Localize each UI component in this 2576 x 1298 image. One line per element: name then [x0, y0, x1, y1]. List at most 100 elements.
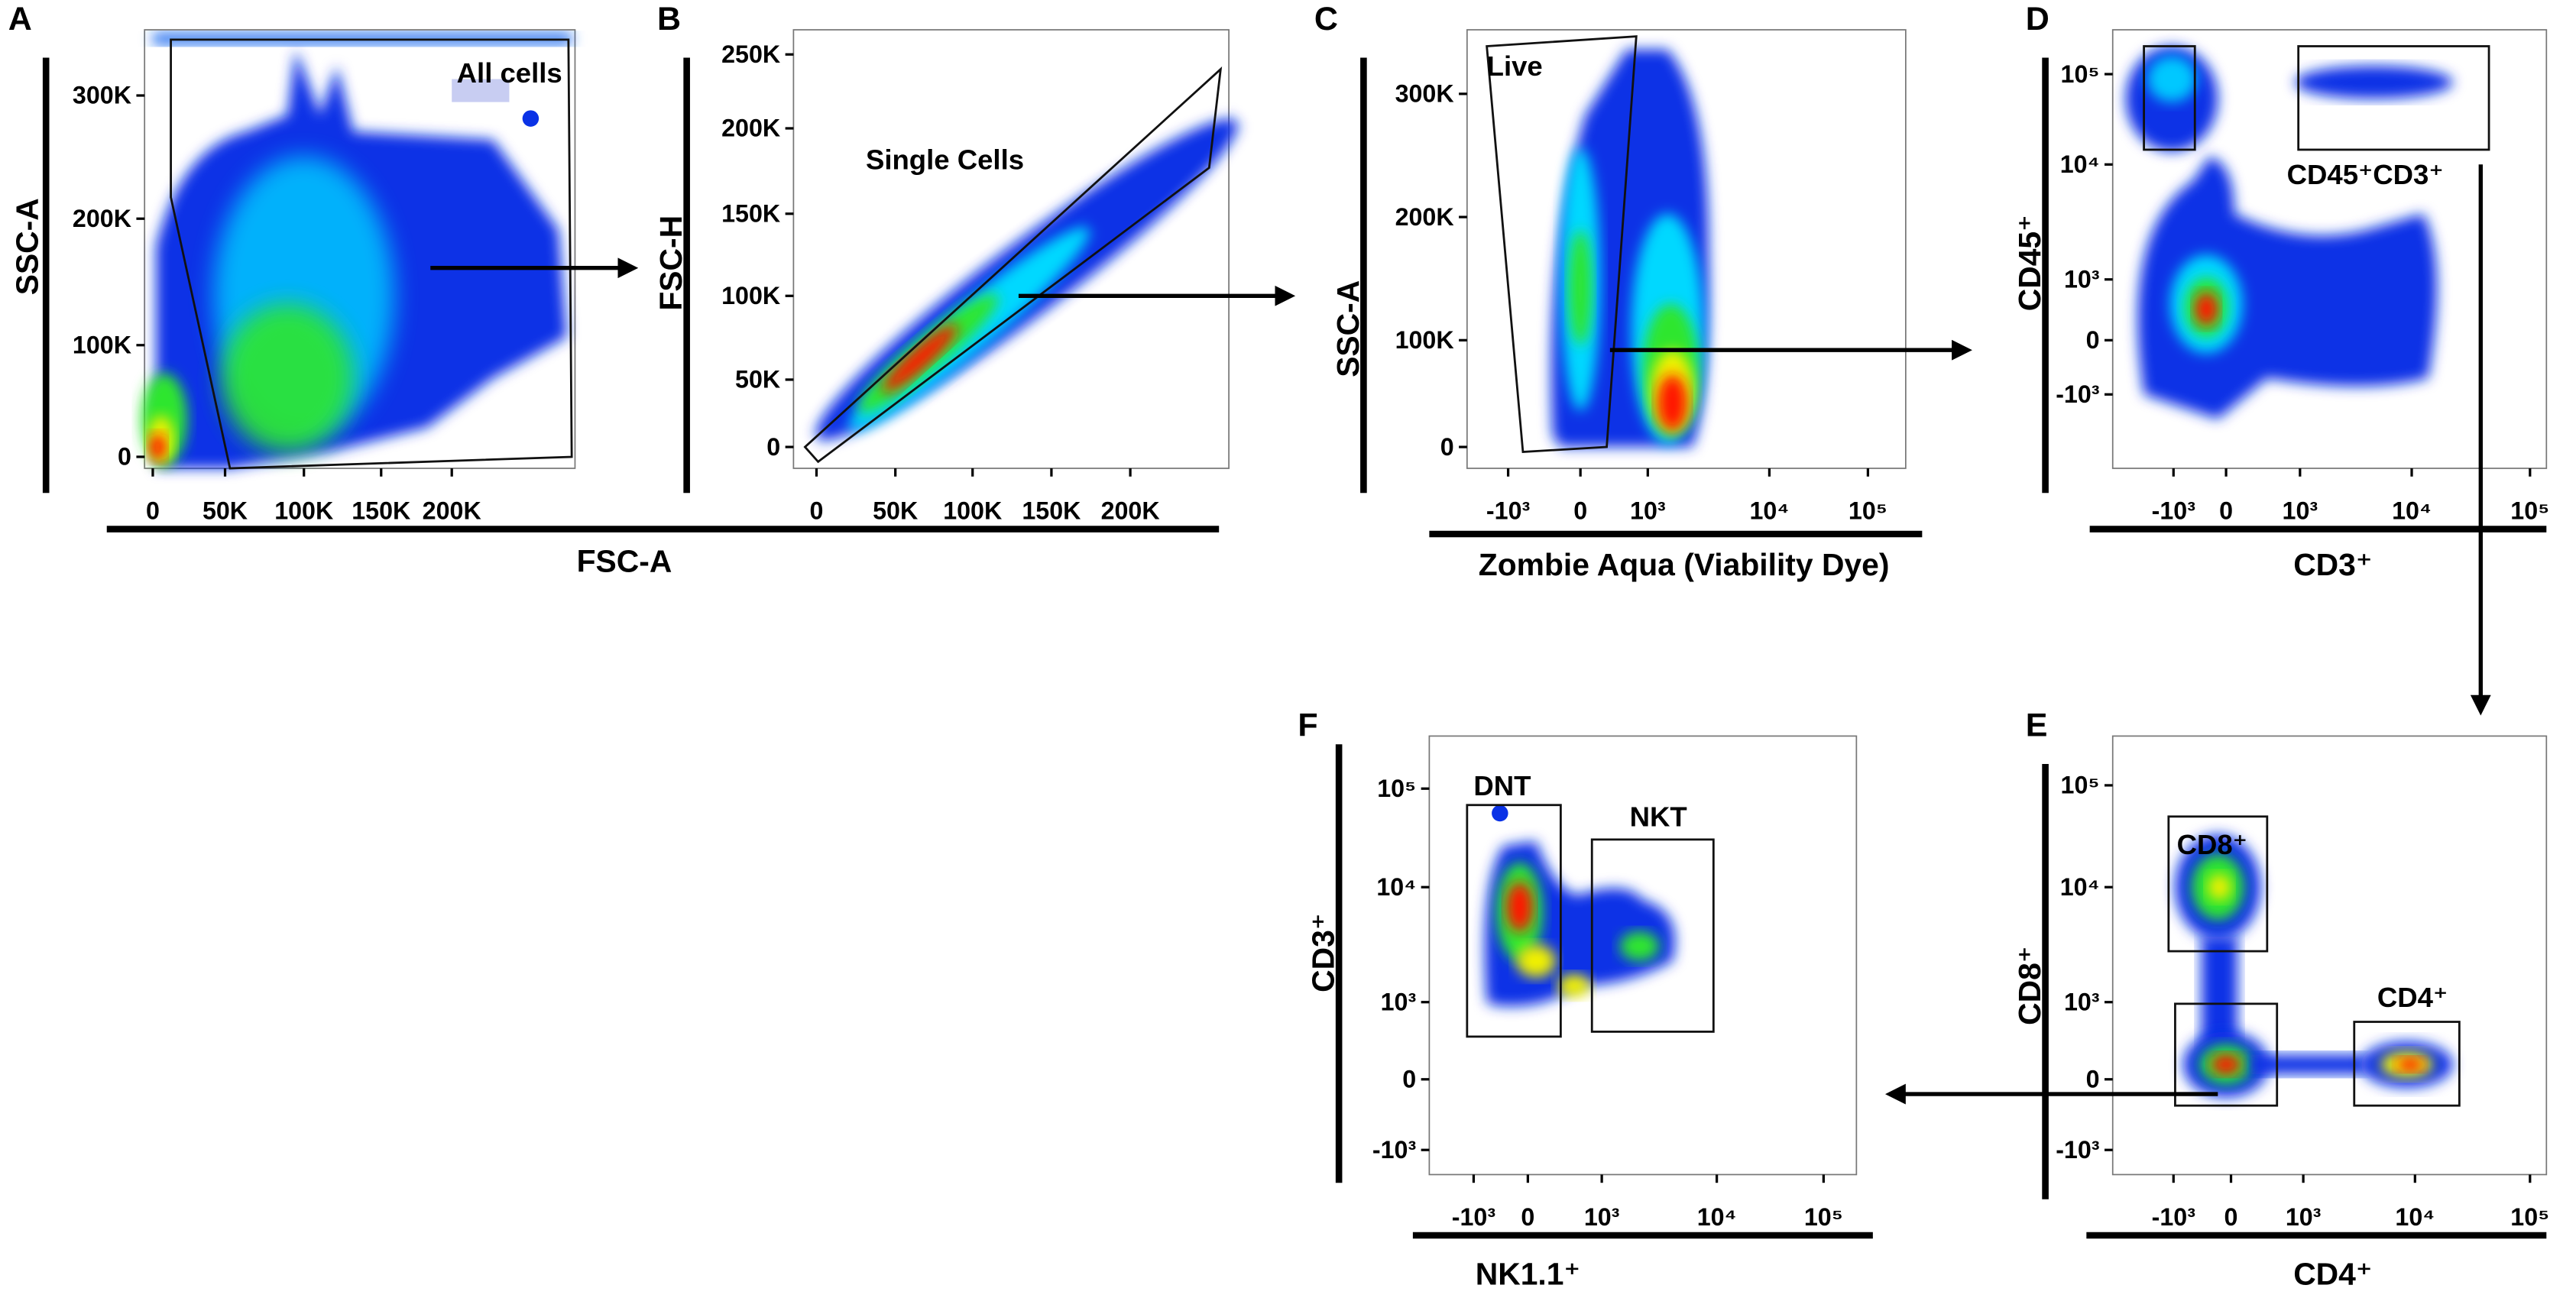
y-tick-label: 10³	[1381, 988, 1417, 1015]
x-tick-label: 10⁵	[1804, 1203, 1843, 1231]
y-tick-label: 200K	[721, 115, 780, 142]
gate-label-b: Single Cells	[866, 144, 1024, 176]
y-axis-label-b: FSC-H	[653, 215, 689, 311]
axes-layer: A SSC-A 0 50K 100K 150K 200K 0 100K 200K 300K All c…	[8, 1, 2550, 1292]
y-tick-label: 250K	[721, 40, 780, 68]
y-axis-label-a: SSC-A	[9, 198, 44, 295]
x-tick-label: 0	[1521, 1203, 1534, 1231]
y-tick-label: 10⁴	[2060, 873, 2100, 901]
y-tick-label: 100K	[73, 332, 131, 359]
y-axis-label-e: CD8⁺	[2012, 947, 2047, 1025]
plot-frame-e	[2111, 735, 2548, 1176]
x-tick-label: 10⁴	[2392, 497, 2432, 525]
y-tick-label: 50K	[735, 366, 780, 393]
y-tick-label: 0	[2086, 326, 2100, 354]
y-tick-label: 300K	[1395, 80, 1454, 108]
y-tick-label: 10⁵	[2061, 772, 2100, 799]
x-tick-label: 10⁵	[2510, 1203, 2549, 1231]
x-tick-label: 0	[810, 497, 824, 525]
y-tick-label: 0	[2086, 1066, 2100, 1093]
x-tick-label: 10⁴	[2395, 1203, 2435, 1231]
density-cloud-f	[1484, 804, 1675, 1007]
x-tick-label: 100K	[943, 497, 1002, 525]
gate-label-e: CD8⁺	[2177, 829, 2247, 860]
gate-nkt	[1590, 838, 1715, 1033]
x-tick-label: 50K	[203, 497, 248, 525]
x-tick-label: 0	[1573, 497, 1587, 525]
x-tick-label: 150K	[352, 497, 410, 525]
gate-label-c: Live	[1487, 50, 1543, 82]
x-tick-label: 10⁵	[2510, 497, 2549, 525]
y-tick-label: 0	[1402, 1066, 1416, 1093]
y-tick-label: -10³	[2056, 1136, 2100, 1164]
y-tick-label: 10⁵	[1377, 775, 1416, 802]
gate-cd4	[2353, 1021, 2461, 1107]
panel-label-b: B	[657, 1, 681, 37]
x-tick-label: 200K	[1101, 497, 1160, 525]
density-cloud-e	[2175, 834, 2453, 1098]
y-axis-label-d: CD45⁺	[2012, 215, 2047, 311]
y-tick-label: 10⁵	[2061, 60, 2100, 88]
x-axis-label-c: Zombie Aqua (Viability Dye)	[1479, 547, 1890, 582]
x-tick-label: 10³	[2283, 497, 2318, 525]
y-tick-label: 0	[118, 443, 131, 471]
panel-label-a: A	[8, 1, 32, 37]
x-tick-label: 10⁴	[1750, 497, 1790, 525]
gate-label-f: NKT	[1630, 801, 1687, 833]
x-tick-label: 10³	[1630, 497, 1666, 525]
gate-cd45-cd3	[2297, 45, 2490, 151]
panel-label-e: E	[2026, 707, 2048, 743]
x-tick-label: -10³	[2152, 1203, 2196, 1231]
panel-label-c: C	[1314, 1, 1338, 37]
y-tick-label: 100K	[721, 282, 780, 309]
gate-live	[1486, 35, 1638, 453]
x-axis-label-b: FSC-A	[577, 543, 672, 578]
x-tick-label: 10³	[1584, 1203, 1620, 1231]
x-tick-label: 50K	[873, 497, 918, 525]
density-cloud-c	[1550, 49, 1709, 448]
gate-dn	[2174, 1002, 2279, 1107]
x-tick-label: 0	[2224, 1203, 2238, 1231]
x-axis-label-e: CD4⁺	[2293, 1257, 2372, 1292]
density-cloud-a	[141, 33, 572, 469]
x-tick-label: 150K	[1022, 497, 1081, 525]
x-tick-label: 0	[146, 497, 160, 525]
gate-single-cells	[803, 66, 1223, 464]
y-tick-label: -10³	[1372, 1136, 1417, 1164]
y-axis-label-c: SSC-A	[1330, 280, 1366, 377]
y-tick-label: 0	[766, 433, 780, 461]
x-tick-label: 200K	[423, 497, 481, 525]
x-tick-label: -10³	[1486, 497, 1531, 525]
panel-label-d: D	[2026, 1, 2049, 37]
y-tick-label: 10³	[2064, 266, 2100, 293]
y-tick-label: -10³	[2056, 380, 2100, 408]
y-tick-label: 10⁴	[1376, 873, 1416, 901]
gate-all-cells	[170, 38, 573, 470]
y-tick-label: 200K	[1395, 203, 1454, 231]
gate-label-f: DNT	[1473, 770, 1531, 801]
panel-label-f: F	[1298, 707, 1317, 743]
x-tick-label: 10³	[2286, 1203, 2322, 1231]
y-tick-label: 0	[1440, 433, 1454, 461]
y-tick-label: 10³	[2064, 988, 2100, 1015]
y-tick-label: 100K	[1395, 326, 1454, 354]
y-axis-label-f: CD3⁺	[1306, 914, 1341, 992]
x-axis-label-d: CD3⁺	[2293, 547, 2372, 582]
x-tick-label: 10⁵	[1849, 497, 1887, 525]
gate-dnt	[1466, 804, 1562, 1038]
gate-cd8	[2167, 815, 2269, 953]
x-axis-label-f: NK1.1⁺	[1476, 1257, 1580, 1292]
gate-label-e: CD4⁺	[2377, 982, 2448, 1013]
x-tick-label: -10³	[1452, 1203, 1496, 1231]
y-tick-label: 300K	[73, 82, 131, 109]
x-tick-label: 10⁴	[1697, 1203, 1737, 1231]
gate-label-a: All cells	[457, 57, 562, 89]
x-tick-label: 100K	[274, 497, 333, 525]
x-tick-label: 0	[2219, 497, 2233, 525]
x-tick-label: -10³	[2152, 497, 2196, 525]
density-cloud-b	[815, 118, 1238, 441]
gate-label-d: CD45⁺CD3⁺	[2287, 159, 2444, 190]
y-tick-label: 10⁴	[2060, 151, 2100, 178]
y-tick-label: 150K	[721, 200, 780, 228]
